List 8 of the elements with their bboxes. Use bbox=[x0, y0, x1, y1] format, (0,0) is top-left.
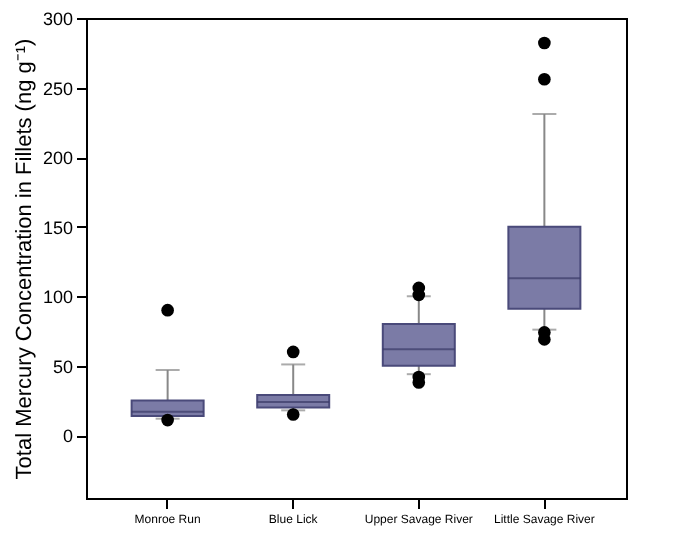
y-tick-label: 200 bbox=[42, 148, 73, 169]
y-tick-label: 100 bbox=[42, 287, 73, 308]
y-axis-title: Total Mercury Concentration in Fillets (ng g⁻¹) bbox=[12, 38, 37, 480]
y-tick-label: 300 bbox=[42, 9, 73, 29]
y-tick-label: 0 bbox=[62, 426, 73, 447]
y-tick-label: 50 bbox=[52, 356, 73, 377]
y-tick-label: 150 bbox=[42, 217, 73, 238]
y-tick-label: 250 bbox=[42, 78, 73, 99]
